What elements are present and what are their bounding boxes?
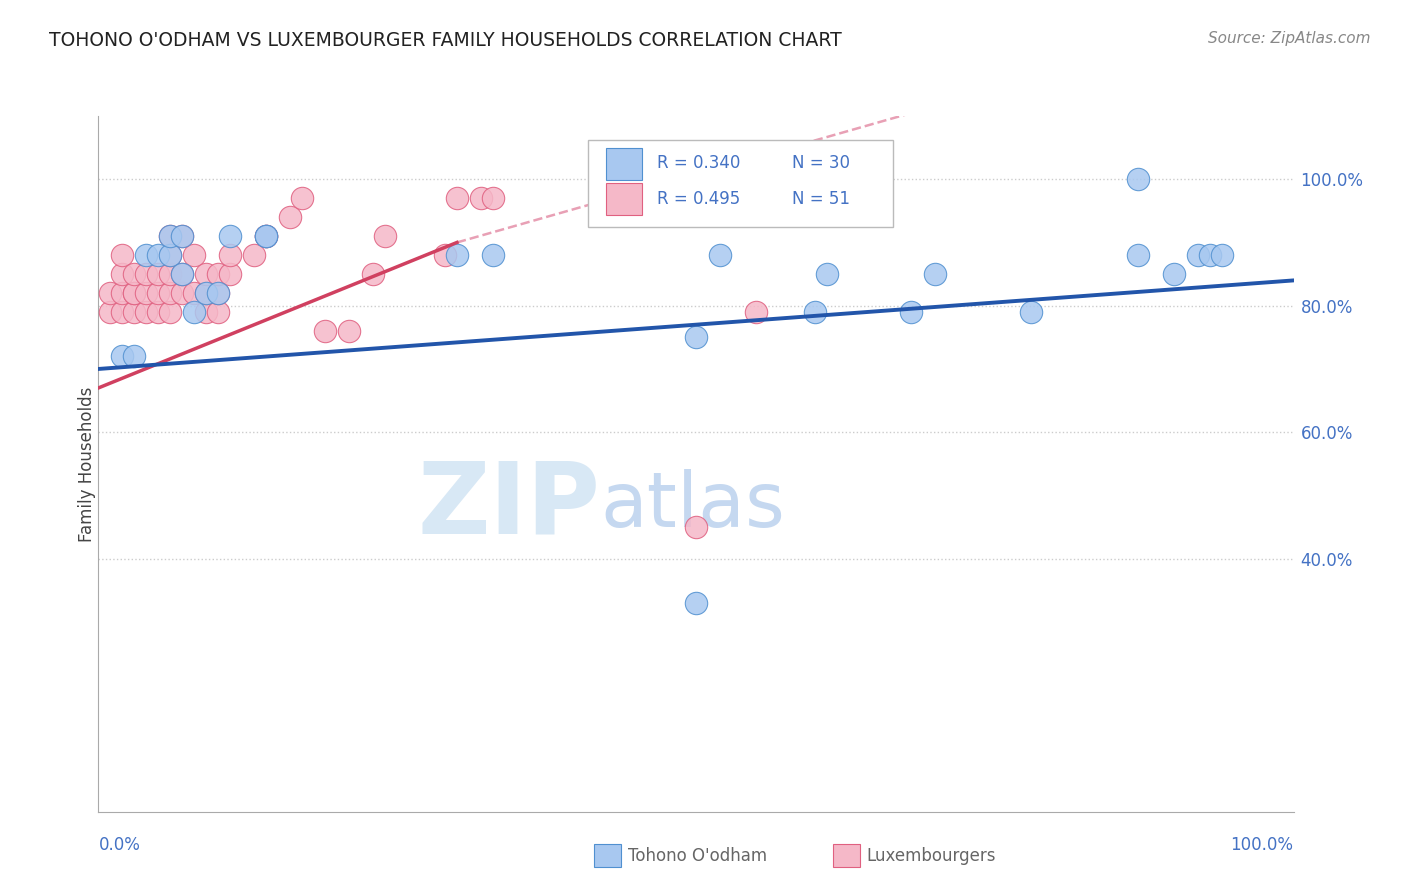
Point: [470, 191, 492, 205]
Point: [1211, 248, 1233, 262]
Point: [374, 229, 396, 244]
Point: [111, 305, 134, 319]
Point: [900, 305, 922, 319]
Point: [194, 267, 218, 281]
Point: [613, 147, 636, 161]
Point: [159, 248, 181, 262]
Point: [172, 229, 194, 244]
Point: [804, 305, 827, 319]
Point: [124, 267, 146, 281]
Point: [172, 267, 194, 281]
Point: [98, 305, 122, 319]
Point: [1187, 248, 1209, 262]
Point: [1019, 305, 1042, 319]
Point: [111, 286, 134, 301]
Point: [1163, 267, 1185, 281]
Point: [433, 248, 456, 262]
Point: [709, 248, 731, 262]
Point: [111, 267, 134, 281]
Point: [207, 286, 229, 301]
Point: [278, 210, 301, 224]
Point: [219, 229, 242, 244]
Point: [194, 286, 218, 301]
Point: [254, 229, 277, 244]
Point: [148, 286, 170, 301]
Text: 100.0%: 100.0%: [1230, 836, 1294, 854]
Point: [481, 248, 505, 262]
Point: [159, 286, 181, 301]
Point: [207, 305, 229, 319]
Y-axis label: Family Households: Family Households: [79, 386, 96, 541]
Point: [135, 248, 157, 262]
Point: [685, 596, 707, 610]
Point: [254, 229, 277, 244]
Text: atlas: atlas: [600, 468, 785, 542]
Point: [159, 229, 181, 244]
Point: [148, 267, 170, 281]
Point: [685, 330, 707, 344]
Point: [815, 267, 838, 281]
Point: [207, 286, 229, 301]
Text: R = 0.340: R = 0.340: [657, 154, 740, 172]
Point: [685, 520, 707, 534]
Text: ZIP: ZIP: [418, 457, 600, 554]
Point: [1128, 172, 1150, 186]
Point: [111, 349, 134, 363]
Point: [148, 305, 170, 319]
Point: [135, 286, 157, 301]
Point: [924, 267, 946, 281]
FancyBboxPatch shape: [588, 140, 893, 227]
Point: [159, 248, 181, 262]
Point: [363, 267, 385, 281]
Point: [124, 286, 146, 301]
Point: [219, 267, 242, 281]
Point: [98, 286, 122, 301]
Point: [339, 324, 360, 338]
Point: [148, 248, 170, 262]
Point: [111, 248, 134, 262]
Point: [183, 305, 205, 319]
Point: [135, 267, 157, 281]
Point: [159, 229, 181, 244]
Text: TOHONO O'ODHAM VS LUXEMBOURGER FAMILY HOUSEHOLDS CORRELATION CHART: TOHONO O'ODHAM VS LUXEMBOURGER FAMILY HO…: [49, 31, 842, 50]
Point: [243, 248, 266, 262]
Point: [637, 166, 659, 180]
Point: [124, 305, 146, 319]
Point: [207, 267, 229, 281]
Point: [194, 286, 218, 301]
Point: [254, 229, 277, 244]
Point: [159, 267, 181, 281]
Point: [172, 286, 194, 301]
Point: [183, 286, 205, 301]
Point: [135, 305, 157, 319]
Point: [1198, 248, 1220, 262]
Text: 0.0%: 0.0%: [98, 836, 141, 854]
Point: [446, 191, 468, 205]
Text: N = 30: N = 30: [792, 154, 849, 172]
Text: R = 0.495: R = 0.495: [657, 190, 740, 208]
Point: [745, 305, 768, 319]
Bar: [606, 184, 643, 216]
Point: [172, 229, 194, 244]
Point: [172, 267, 194, 281]
Text: Tohono O'odham: Tohono O'odham: [628, 847, 768, 864]
Text: Luxembourgers: Luxembourgers: [868, 847, 997, 864]
Point: [481, 191, 505, 205]
Point: [291, 191, 314, 205]
Point: [254, 229, 277, 244]
Point: [124, 349, 146, 363]
Point: [446, 248, 468, 262]
Point: [219, 248, 242, 262]
Bar: [606, 148, 643, 180]
Bar: [834, 845, 859, 867]
Text: Source: ZipAtlas.com: Source: ZipAtlas.com: [1208, 31, 1371, 46]
Point: [194, 305, 218, 319]
Point: [183, 248, 205, 262]
Point: [1128, 248, 1150, 262]
Point: [159, 305, 181, 319]
Text: N = 51: N = 51: [792, 190, 849, 208]
Point: [315, 324, 337, 338]
Point: [124, 286, 146, 301]
Bar: [595, 845, 620, 867]
